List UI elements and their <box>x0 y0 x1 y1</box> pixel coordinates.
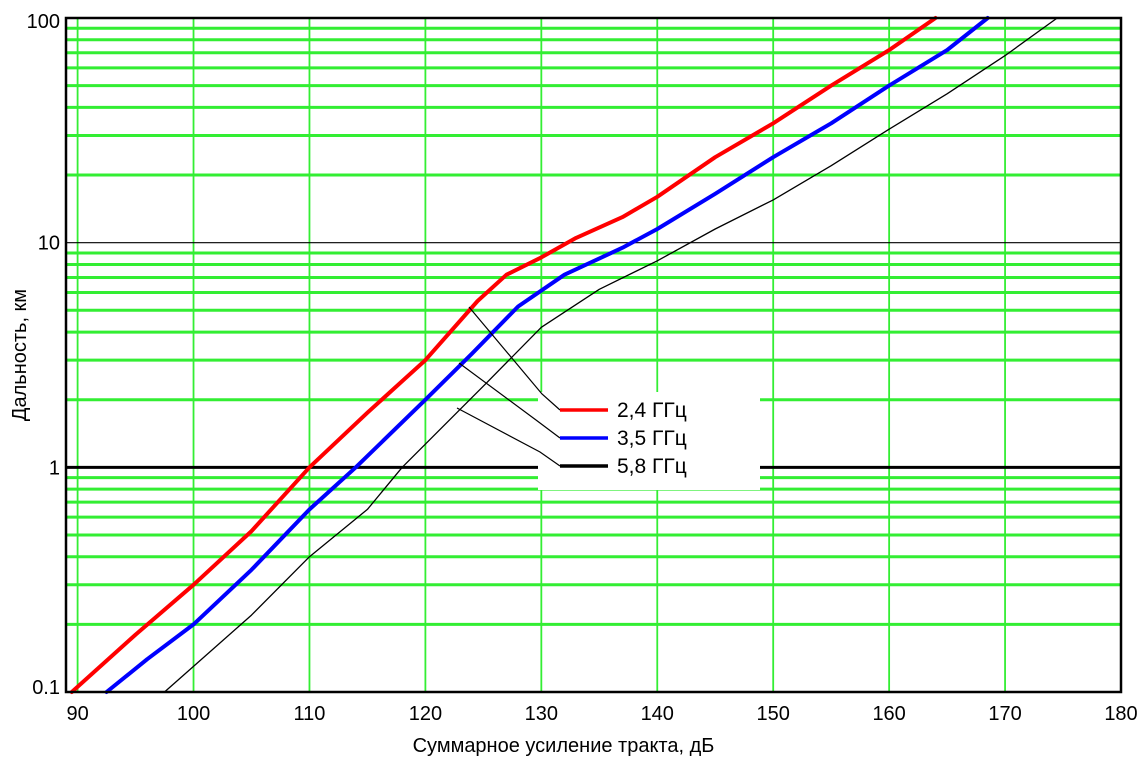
y-tick-label: 0.1 <box>32 677 60 699</box>
legend-label: 5,8 ГГц <box>617 455 687 478</box>
x-tick-label: 180 <box>1104 703 1137 725</box>
y-tick-label: 1 <box>49 457 60 479</box>
legend-leader-line <box>458 362 561 439</box>
series-line-3 <box>163 17 1058 693</box>
series-group <box>69 16 1058 694</box>
series-line-1 <box>69 16 938 694</box>
x-axis-label: Суммарное усиление тракта, дБ <box>413 735 715 757</box>
legend-leader-line <box>456 407 561 467</box>
y-tick-label: 100 <box>27 11 60 33</box>
x-tick-label: 120 <box>409 703 442 725</box>
legend-leaders <box>456 306 561 467</box>
legend-label: 3,5 ГГц <box>617 427 687 450</box>
series-line-2 <box>104 16 990 694</box>
plot-frame <box>64 16 1123 694</box>
x-tick-label: 150 <box>757 703 790 725</box>
x-tick-label: 130 <box>525 703 558 725</box>
legend-leader-line <box>468 306 561 411</box>
x-tick-label: 110 <box>294 703 326 725</box>
y-tick-label: 10 <box>38 233 60 255</box>
grid <box>66 18 1121 692</box>
x-tick-label: 140 <box>641 703 674 725</box>
x-tick-label: 170 <box>988 703 1021 725</box>
legend-label: 2,4 ГГц <box>617 399 687 422</box>
y-axis-label: Дальность, км <box>9 289 31 421</box>
x-tick-label: 100 <box>177 703 210 725</box>
x-tick-label: 160 <box>872 703 905 725</box>
x-tick-label: 90 <box>66 703 88 725</box>
legend: 2,4 ГГц 3,5 ГГц 5,8 ГГц <box>560 399 687 478</box>
